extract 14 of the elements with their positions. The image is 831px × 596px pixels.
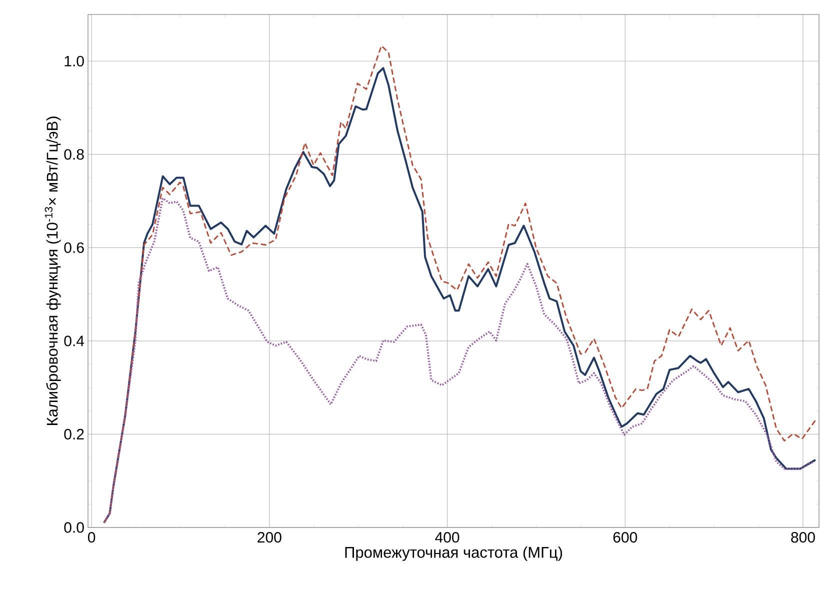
y-tick-label: 1.0 [64,56,84,66]
x-tick-label: 0 [88,532,96,543]
y-tick-label: 0.6 [64,242,84,253]
x-tick-label: 200 [258,532,282,543]
x-tick-label: 800 [791,532,815,543]
y-tick-label: 0.0 [64,522,84,533]
line-series [102,197,815,524]
y-tick-label: 0.8 [64,149,84,160]
x-tick-label: 400 [435,532,460,543]
y-tick-label: 0.2 [64,428,84,440]
y-axis-title: Калибровочная функция (10$^{-13}$× мВт/Гц/эВ) [44,116,61,425]
x-axis-title: Промежуточная частота (МГц) [345,546,562,561]
y-tick-label: 0.4 [64,336,84,346]
x-tick-label: 600 [613,532,638,543]
